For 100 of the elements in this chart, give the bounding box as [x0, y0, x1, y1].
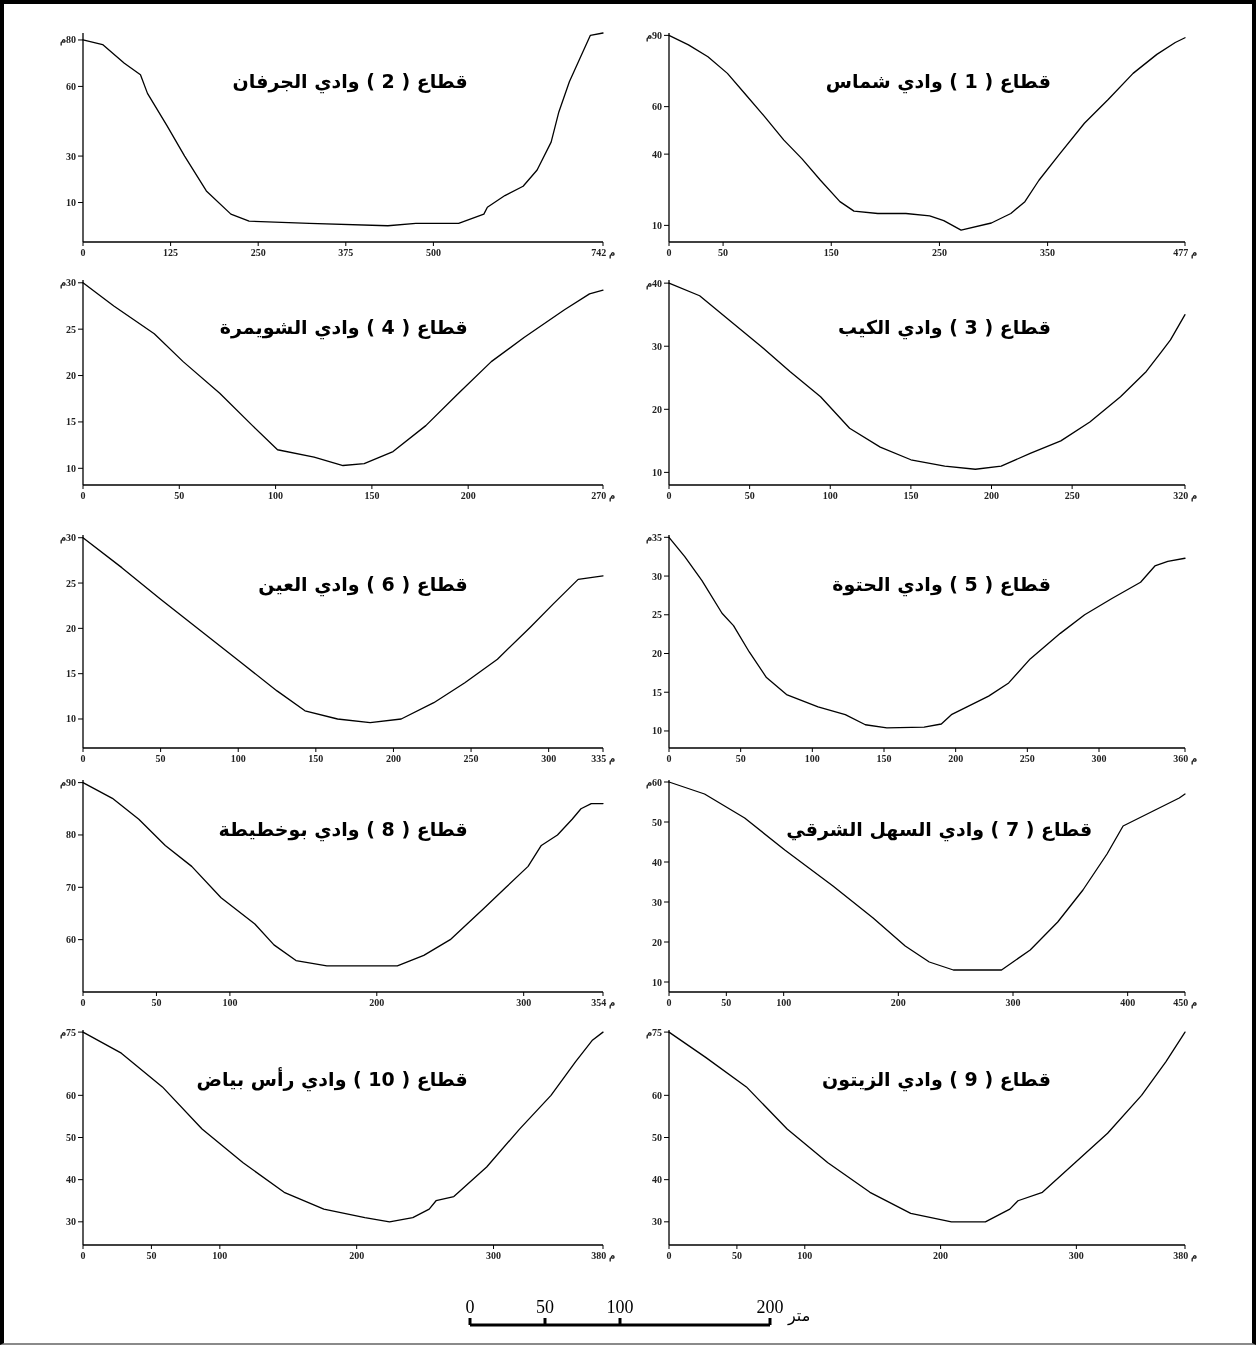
x-tick-label: 354 م [591, 997, 615, 1009]
y-tick-label: 60 [66, 934, 76, 946]
y-tick-label: 30 [66, 1216, 76, 1228]
x-tick-label: 0 [80, 490, 86, 501]
y-tick-label: 80 [66, 829, 76, 841]
x-tick-label: 250 [250, 247, 266, 258]
x-tick-label: 0 [666, 490, 672, 501]
y-tick-label: 10 [652, 219, 662, 231]
x-tick-label: 300 [486, 1250, 502, 1261]
y-tick-label: 30 [652, 570, 662, 582]
text: قطاع ( 8 ) وادي بوخطيطة [218, 817, 468, 842]
x-tick-label: 50 [731, 1250, 742, 1261]
x-tick-label: 250 [463, 753, 479, 764]
y-tick-label: 15 [66, 668, 76, 680]
x-tick-label: 200 [385, 753, 401, 764]
y-tick-label: 10 [66, 713, 76, 725]
x-tick-label: 350 [1040, 247, 1056, 258]
x-tick-label: 0 [80, 247, 86, 258]
x-tick-label: 100 [268, 490, 284, 501]
x-tick-label: 300 [1005, 997, 1021, 1008]
y-tick-label: 30 [652, 1216, 662, 1228]
x-tick-label: 500 [425, 247, 441, 258]
x-tick-label: 0 [666, 1250, 672, 1261]
y-tick-label: 10 [652, 976, 662, 988]
text: قطاع ( 5 ) وادي الحتوة [832, 572, 1051, 597]
y-tick-label: 20 [66, 370, 76, 382]
text: 100 [606, 1297, 634, 1317]
x-tick-label: 150 [903, 490, 919, 501]
x-tick-label: 200 [349, 1250, 365, 1261]
x-tick-label: 0 [80, 997, 86, 1008]
x-tick-label: 300 [1091, 753, 1107, 764]
text: قطاع ( 7 ) وادي السهل الشرقي [786, 817, 1093, 842]
y-tick-label: 30 [652, 340, 662, 352]
x-tick-label: 50 [174, 490, 185, 501]
x-tick-label: 150 [364, 490, 380, 501]
x-tick-label: 320 م [1173, 490, 1197, 502]
x-tick-label: 300 [541, 753, 557, 764]
x-tick-label: 50 [735, 753, 746, 764]
y-tick-label: 75م [60, 1026, 76, 1039]
x-tick-label: 380 م [591, 1250, 615, 1262]
y-tick-label: 90م [646, 29, 662, 42]
y-tick-label: 40م [646, 277, 662, 290]
y-tick-label: 50 [652, 816, 662, 828]
y-tick-label: 10 [652, 466, 662, 478]
x-tick-label: 400 [1120, 997, 1136, 1008]
y-tick-label: 15 [652, 686, 662, 698]
y-tick-label: 20 [652, 403, 662, 415]
x-tick-label: 375 [338, 247, 354, 258]
y-tick-label: 75م [646, 1026, 662, 1039]
y-tick-label: 50 [652, 1132, 662, 1143]
y-tick-label: 60 [652, 1089, 662, 1101]
y-tick-label: 30 [652, 896, 662, 908]
x-tick-label: 742 م [591, 247, 615, 259]
x-tick-label: 100 [822, 490, 838, 501]
text: 200 [756, 1297, 784, 1317]
x-tick-label: 0 [666, 997, 672, 1008]
x-tick-label: 360 م [1173, 753, 1197, 765]
x-tick-label: 50 [718, 247, 729, 258]
x-tick-label: 100 [222, 997, 238, 1008]
y-tick-label: 40 [652, 856, 662, 868]
y-tick-label: 40 [652, 1174, 662, 1186]
y-tick-label: 35م [646, 531, 662, 544]
y-tick-label: 30 [66, 150, 76, 162]
x-tick-label: 0 [80, 1250, 86, 1261]
x-tick-label: 450 م [1173, 997, 1197, 1009]
y-tick-label: 70 [66, 881, 76, 893]
y-tick-label: 30م [60, 532, 76, 545]
x-tick-label: 380 م [1173, 1250, 1197, 1262]
x-tick-label: 250 [1064, 490, 1080, 501]
text: قطاع ( 9 ) وادي الزيتون [822, 1068, 1051, 1093]
text: قطاع ( 3 ) وادي الكيب [838, 316, 1051, 341]
y-tick-label: 60م [646, 776, 662, 789]
x-tick-label: 50 [146, 1250, 157, 1261]
y-tick-label: 50 [66, 1132, 76, 1143]
x-tick-label: 100 [212, 1250, 228, 1261]
x-tick-label: 50 [151, 997, 162, 1008]
x-tick-label: 150 [308, 753, 324, 764]
x-tick-label: 100 [776, 997, 792, 1008]
y-tick-label: 90م [60, 777, 76, 790]
y-tick-label: 40 [66, 1174, 76, 1186]
x-tick-label: 200 [948, 753, 964, 764]
x-tick-label: 100 [230, 753, 246, 764]
y-tick-label: 10 [66, 462, 76, 474]
y-tick-label: 80م [60, 34, 76, 47]
x-tick-label: 200 [369, 997, 385, 1008]
y-tick-label: 10 [652, 725, 662, 737]
y-tick-label: 60 [66, 80, 76, 92]
x-tick-label: 100 [797, 1250, 813, 1261]
x-tick-label: 125 [163, 247, 179, 258]
y-tick-label: 20 [652, 648, 662, 660]
y-tick-label: 10 [66, 197, 76, 209]
x-tick-label: 50 [721, 997, 732, 1008]
x-tick-label: 150 [876, 753, 892, 764]
x-tick-label: 0 [80, 753, 86, 764]
text: 50 [536, 1297, 554, 1317]
text: قطاع ( 6 ) وادي العين [258, 572, 468, 597]
x-tick-label: 477 م [1173, 247, 1197, 259]
text: 0 [465, 1297, 475, 1317]
x-tick-label: 335 م [591, 753, 615, 765]
y-tick-label: 25 [66, 323, 76, 335]
